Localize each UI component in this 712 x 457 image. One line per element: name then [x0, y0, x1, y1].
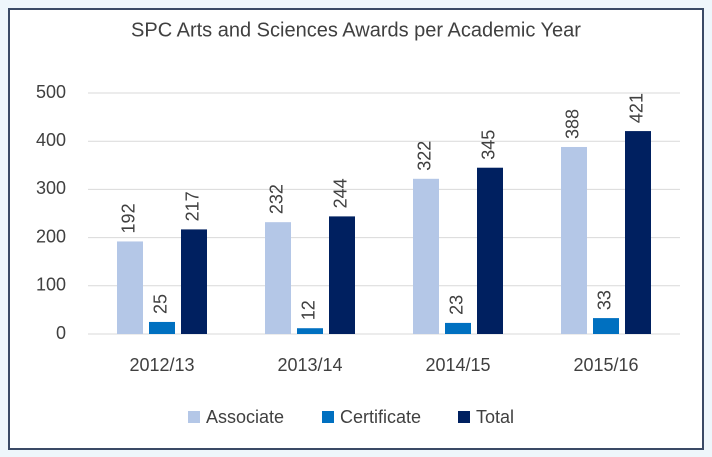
bar	[477, 167, 503, 334]
x-tick-label: 2013/14	[277, 355, 342, 375]
data-label: 345	[479, 130, 499, 160]
bar	[181, 229, 207, 334]
legend-swatch	[458, 411, 470, 423]
bar	[329, 216, 355, 334]
data-label: 244	[331, 178, 351, 208]
legend-label: Total	[476, 407, 514, 427]
chart-title: SPC Arts and Sciences Awards per Academi…	[131, 19, 581, 41]
bar	[561, 146, 587, 334]
bar	[625, 131, 651, 334]
legend-swatch	[188, 411, 200, 423]
y-tick-label: 300	[36, 178, 66, 198]
bar	[413, 178, 439, 334]
bar	[265, 222, 291, 334]
chart-frame	[8, 8, 704, 450]
data-label: 232	[267, 184, 287, 214]
data-label: 12	[299, 300, 319, 320]
data-label: 23	[447, 295, 467, 315]
y-tick-label: 200	[36, 226, 66, 246]
y-tick-label: 0	[56, 323, 66, 343]
legend-label: Certificate	[340, 407, 421, 427]
bar	[297, 328, 323, 334]
bar	[445, 322, 471, 334]
bar	[117, 241, 143, 334]
bar	[149, 321, 175, 334]
legend-label: Associate	[206, 407, 284, 427]
data-label: 192	[119, 203, 139, 233]
x-tick-label: 2014/15	[425, 355, 490, 375]
legend-swatch	[322, 411, 334, 423]
data-label: 322	[415, 141, 435, 171]
data-label: 217	[183, 191, 203, 221]
x-tick-label: 2015/16	[573, 355, 638, 375]
bar	[593, 318, 619, 334]
data-label: 421	[627, 93, 647, 123]
data-label: 388	[563, 109, 583, 139]
y-tick-label: 500	[36, 82, 66, 102]
y-tick-label: 400	[36, 130, 66, 150]
y-tick-label: 100	[36, 275, 66, 295]
data-label: 25	[151, 294, 171, 314]
data-label: 33	[595, 290, 615, 310]
x-tick-label: 2012/13	[129, 355, 194, 375]
